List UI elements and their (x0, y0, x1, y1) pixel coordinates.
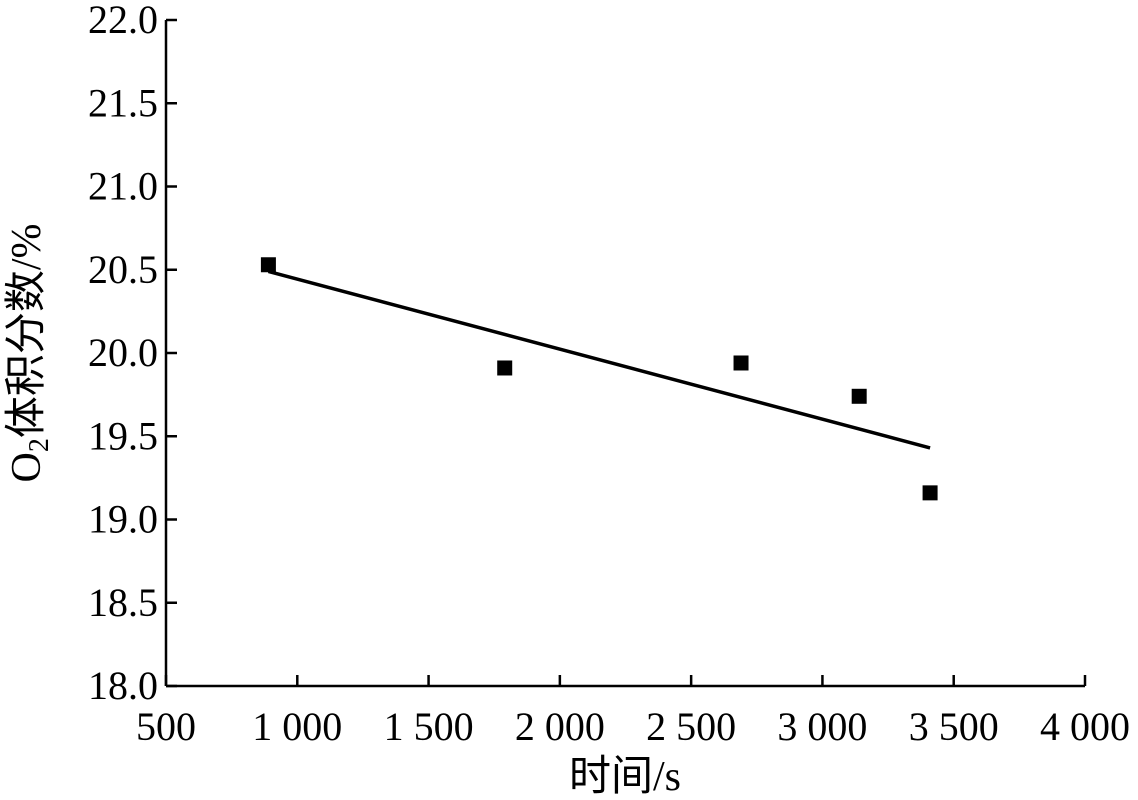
y-tick-label: 18.5 (88, 580, 158, 625)
data-points (260, 257, 938, 501)
y-tick-label: 19.5 (88, 413, 158, 458)
y-axis-title: O2体积分数/% (4, 224, 55, 483)
x-axis-title: 时间/s (569, 754, 681, 800)
y-axis-title-rest: 体积分数/% (4, 224, 50, 439)
y-tick-label: 20.5 (88, 247, 158, 292)
y-axis-title-subscript: 2 (24, 438, 55, 452)
x-tick-label: 3 500 (909, 704, 999, 749)
x-tick-label: 2 000 (515, 704, 605, 749)
x-tick-label: 1 000 (252, 704, 342, 749)
data-point (497, 360, 513, 376)
y-tick-label: 21.5 (88, 80, 158, 125)
data-point (733, 355, 749, 371)
data-point (851, 388, 867, 404)
y-ticks: 18.0 18.5 19.0 19.5 20.0 20.5 21.0 21.5 22.0 (88, 0, 177, 708)
y-axis-title-group: O2体积分数/% (4, 224, 55, 483)
y-tick-label: 19.0 (88, 497, 158, 542)
y-tick-label: 22.0 (88, 0, 158, 42)
x-tick-label: 3 000 (777, 704, 867, 749)
x-tick-label: 4 000 (1040, 704, 1130, 749)
data-point (260, 257, 276, 273)
x-ticks: 500 1 000 1 500 2 000 2 500 3 000 3 500 4 000 (136, 675, 1130, 749)
x-tick-label: 2 500 (646, 704, 736, 749)
x-tick-label: 500 (136, 704, 196, 749)
y-tick-label: 21.0 (88, 164, 158, 209)
data-point (922, 485, 938, 501)
y-tick-label: 18.0 (88, 663, 158, 708)
y-tick-label: 20.0 (88, 330, 158, 375)
x-tick-label: 1 500 (384, 704, 474, 749)
trendline (267, 269, 931, 450)
y-axis-title-main: O (4, 452, 50, 482)
axes (164, 20, 1085, 688)
